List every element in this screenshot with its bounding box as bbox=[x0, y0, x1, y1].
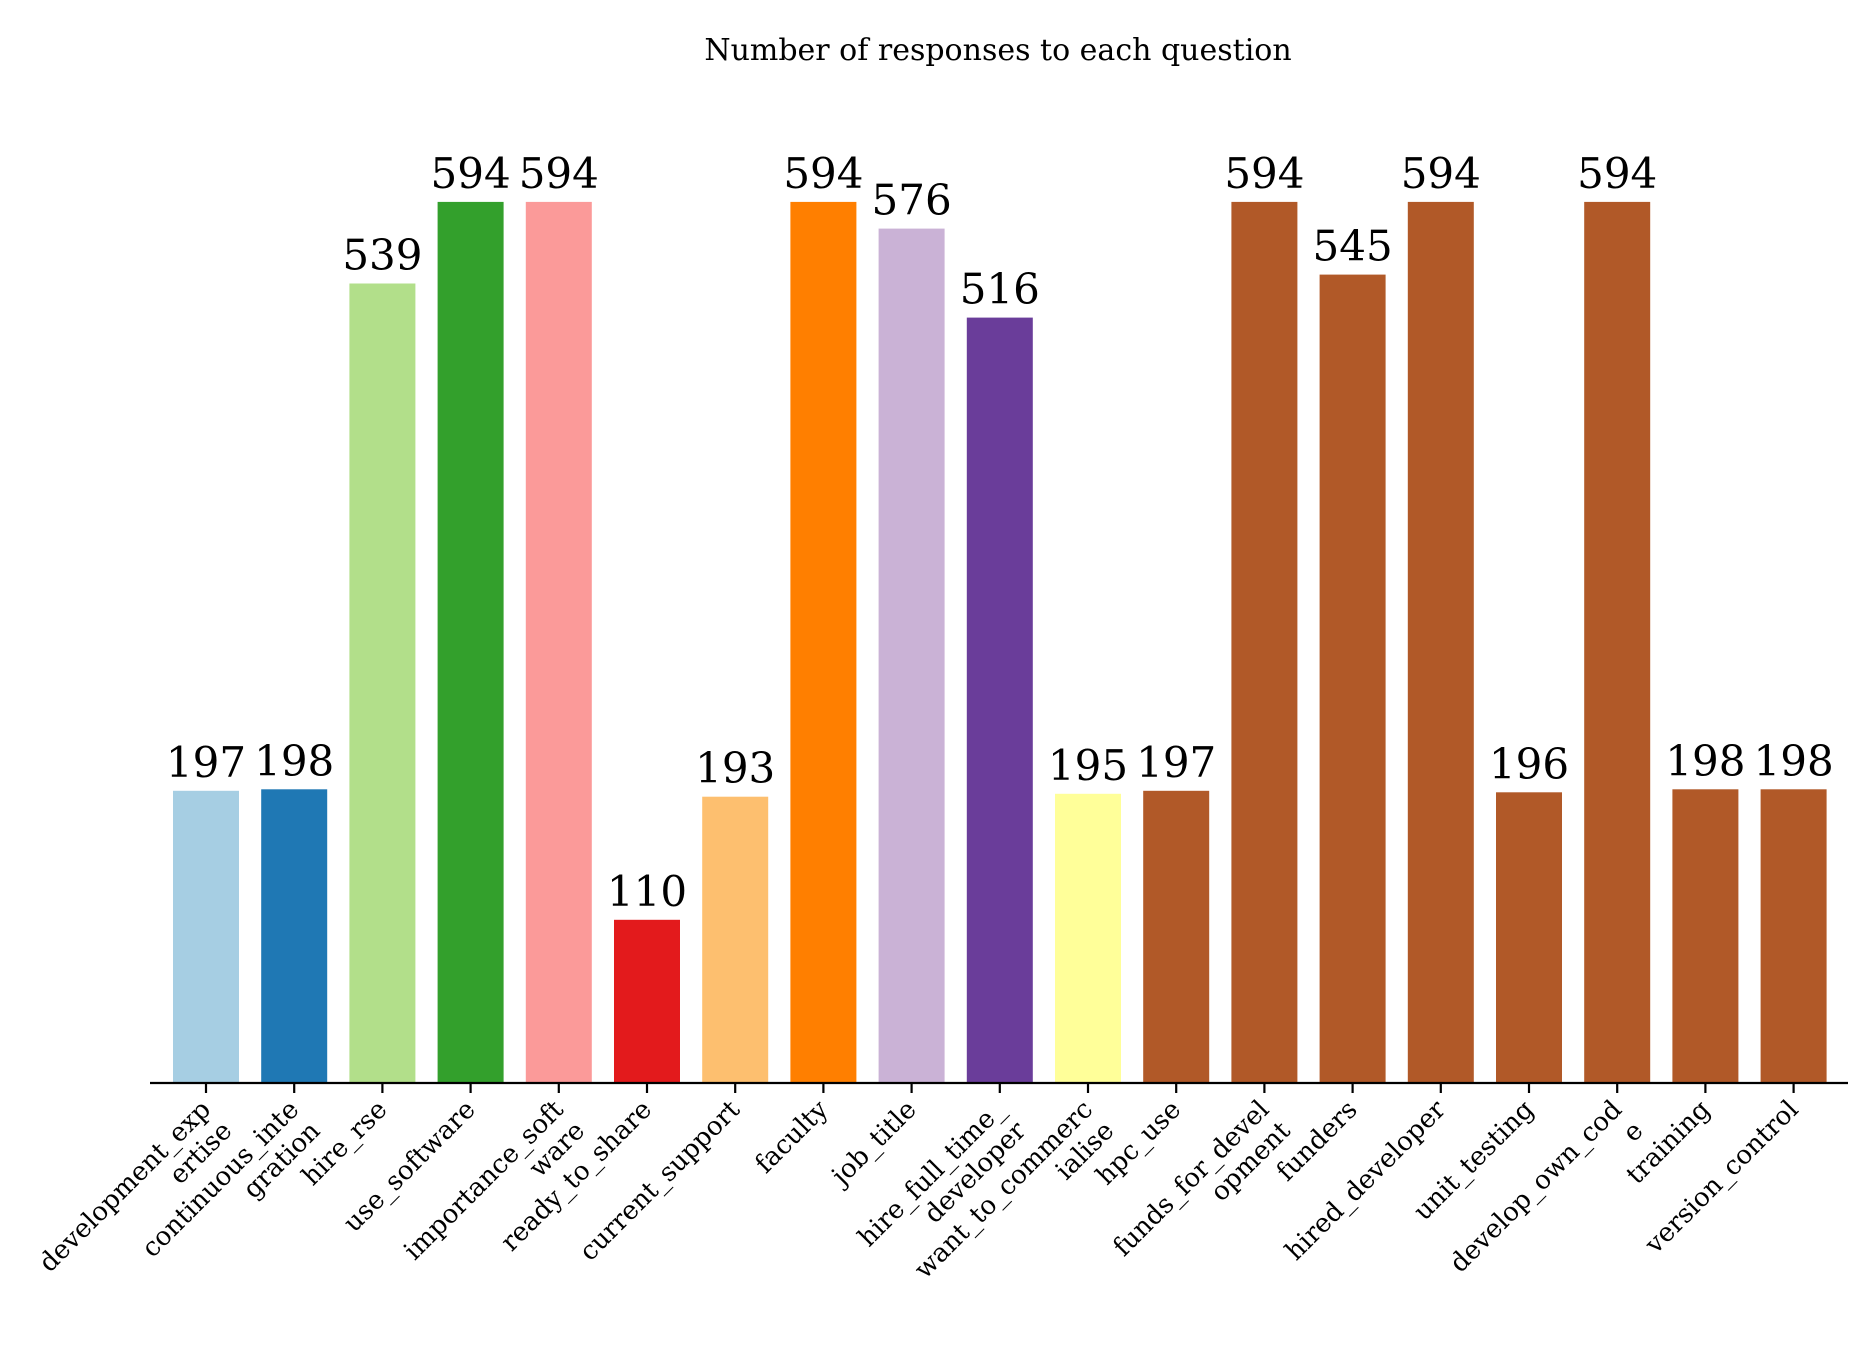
x-tick-label-line: develop_own_cod bbox=[1444, 1095, 1628, 1279]
x-tick-label: version_control bbox=[1639, 1095, 1805, 1261]
bar bbox=[1231, 201, 1298, 1083]
bar bbox=[437, 201, 504, 1083]
x-tick-label-line: hired_developer bbox=[1280, 1094, 1452, 1266]
bar bbox=[173, 790, 239, 1083]
bar-value-label: 545 bbox=[1313, 222, 1393, 271]
bar-value-label: 198 bbox=[254, 736, 334, 785]
bar-value-label: 594 bbox=[519, 149, 599, 198]
x-tick-label-line: current_support bbox=[574, 1094, 747, 1267]
bar-value-label: 594 bbox=[431, 149, 511, 198]
x-tick-label-line: faculty bbox=[750, 1095, 835, 1180]
bar-value-label: 594 bbox=[783, 149, 863, 198]
x-tick-label-line: version_control bbox=[1639, 1095, 1805, 1261]
bar-value-label: 196 bbox=[1489, 739, 1569, 788]
bar-value-label: 197 bbox=[1136, 738, 1216, 787]
x-tick-label-line: e bbox=[1617, 1116, 1649, 1148]
bar bbox=[878, 228, 945, 1084]
bar bbox=[702, 796, 769, 1083]
bar-value-label: 516 bbox=[960, 265, 1040, 314]
bar bbox=[1584, 201, 1651, 1083]
x-tick-label-line: development_exp bbox=[33, 1095, 217, 1279]
bar-value-label: 594 bbox=[1577, 149, 1657, 198]
x-tick-label-line: ready_to_share bbox=[495, 1095, 658, 1258]
bar bbox=[1496, 792, 1562, 1083]
bar-value-label: 198 bbox=[1665, 736, 1745, 785]
bar bbox=[966, 317, 1033, 1084]
bar-value-label: 195 bbox=[1048, 741, 1128, 790]
x-tick-label: continuous_integration bbox=[136, 1095, 326, 1285]
x-tick-label: hired_developer bbox=[1280, 1094, 1452, 1266]
bar-value-label: 576 bbox=[872, 176, 952, 225]
bar-value-label: 198 bbox=[1754, 736, 1834, 785]
bar bbox=[1143, 790, 1210, 1083]
bar bbox=[1407, 201, 1474, 1083]
chart-title: Number of responses to each question bbox=[704, 33, 1291, 68]
x-ticks: development_expertisecontinuous_integrat… bbox=[33, 1083, 1805, 1300]
bar bbox=[1672, 789, 1739, 1083]
x-tick-label: current_support bbox=[574, 1094, 747, 1267]
x-tick-label: faculty bbox=[750, 1095, 835, 1180]
bar bbox=[261, 789, 328, 1083]
bar-value-label: 539 bbox=[342, 231, 422, 280]
x-tick-label: funds_for_development bbox=[1108, 1094, 1297, 1283]
bar-value-label: 594 bbox=[1224, 149, 1304, 198]
bar bbox=[349, 283, 416, 1083]
bar-value-label: 110 bbox=[607, 867, 687, 916]
bar bbox=[614, 919, 680, 1083]
bar-value-label: 197 bbox=[166, 738, 246, 787]
bar bbox=[525, 201, 592, 1083]
bars bbox=[173, 201, 1827, 1084]
bar bbox=[1055, 793, 1121, 1084]
bar bbox=[1760, 789, 1827, 1083]
x-tick-label: ready_to_share bbox=[495, 1095, 658, 1258]
bar-value-label: 193 bbox=[695, 744, 775, 793]
x-tick-label: develop_own_code bbox=[1444, 1095, 1649, 1300]
bar-value-label: 594 bbox=[1401, 149, 1481, 198]
bar bbox=[1319, 274, 1386, 1084]
bar bbox=[790, 201, 857, 1083]
